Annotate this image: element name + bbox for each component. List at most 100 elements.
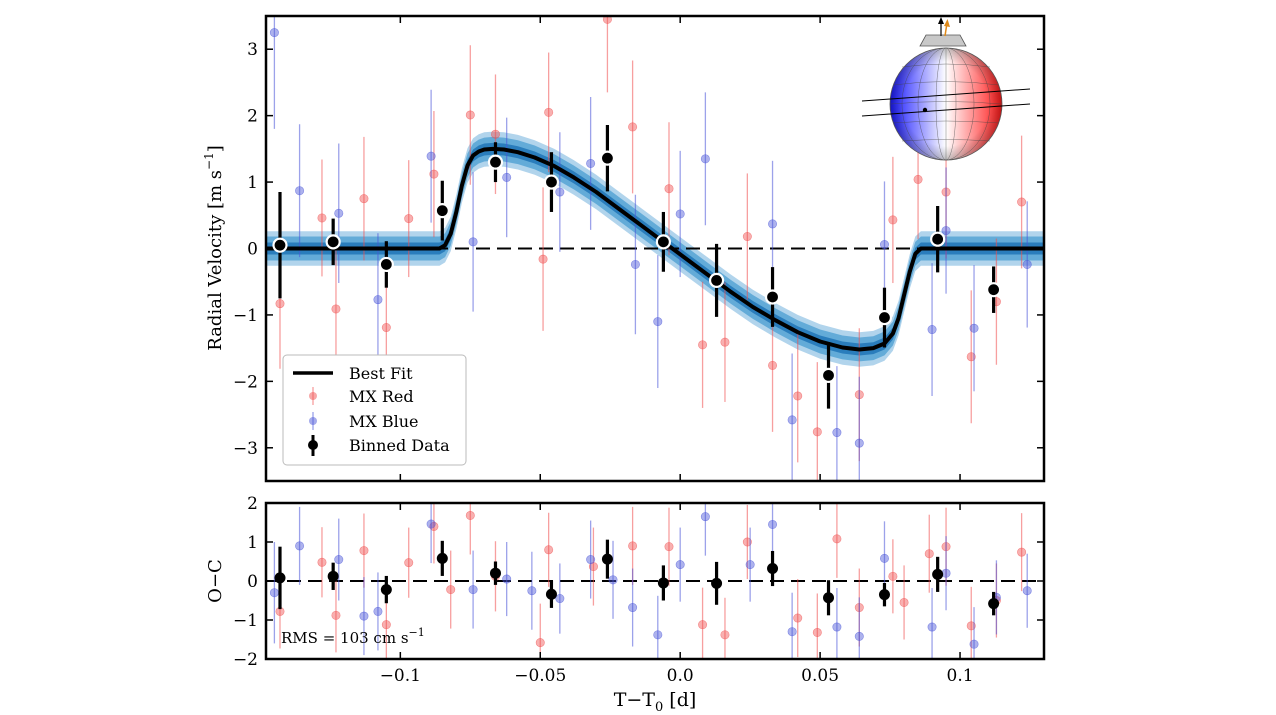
binned-point [876,287,893,348]
mx-red-point-marker [404,214,414,224]
stellar-rotation-sphere-icon [861,17,1031,161]
mx-blue-point [700,92,710,226]
mx-red-point [538,187,548,331]
mx-blue-point [555,563,565,634]
mx-blue-point-marker [269,588,279,598]
binned-marker [272,237,288,253]
binned-point [986,266,1002,313]
binned-marker [601,553,613,565]
mx-red-point [812,362,822,481]
mx-red-point-marker [768,360,778,370]
spin-axis-arrowhead [938,17,944,24]
mx-red-point [888,539,898,614]
x-tick-label: 0.0 [667,666,694,686]
mx-blue-point [295,124,305,258]
mx-blue-point-marker [768,219,778,229]
binned-point [545,580,557,608]
mx-red-point-marker [720,337,730,347]
mx-red-point [720,597,730,659]
legend-label-mx-red: MX Red [349,387,414,406]
legend-binned-marker [308,440,318,450]
rms-annotation: RMS = 103 cm s−1 [281,626,425,647]
legend-box [282,354,467,466]
mx-blue-point [334,518,344,601]
mx-blue-point-marker [653,317,663,327]
mx-blue-point [502,542,512,617]
binned-point [327,562,339,590]
mx-blue-point-marker [426,151,436,161]
mx-blue-point [586,520,596,599]
mx-red-point [331,578,341,653]
mx-blue-point [555,132,565,252]
binned-point [820,342,837,409]
mx-blue-point-marker [700,154,710,164]
mx-blue-point [653,255,663,388]
mx-red-point-marker [664,542,674,552]
mx-red-point [924,514,934,593]
y-tick-label: −1 [233,611,258,631]
x-axis-label: T−T0 [d] [614,689,697,715]
binned-point [274,546,286,610]
binned-point [272,192,288,299]
y-tick-label: 2 [247,494,258,514]
mx-blue-point-marker [295,541,305,551]
mx-blue-point-marker [295,186,305,196]
mx-blue-point-marker [832,428,842,438]
binned-marker [599,150,616,166]
legend-entry-mx-red: MX Red [309,387,414,406]
legend-label-binned-data: Binned Data [349,436,450,455]
mx-red-point [698,281,708,408]
sphere-top-cap [919,34,967,47]
mx-red-point [465,503,475,555]
mx-red-point [404,527,414,598]
mx-red-point [888,156,898,284]
mx-red-point-marker [535,638,545,648]
mx-blue-point-marker [502,172,512,182]
mx-blue-point [969,607,979,659]
mx-red-point [317,527,327,598]
mx-blue-point [941,536,951,611]
binned-point [932,556,944,592]
binned-point [601,539,613,579]
mx-blue-point [1022,201,1032,328]
mx-blue-point [502,117,512,238]
mx-blue-point-marker [927,622,937,632]
binned-marker [820,367,837,383]
mx-red-point-marker [404,558,414,568]
binned-marker [274,572,286,584]
residual-y-axis-ticks: −2 −1 0 1 2 [233,494,1044,670]
transit-chord-upper [861,88,1031,102]
binned-marker [708,272,725,288]
mx-blue-point-marker [768,519,778,529]
mx-blue-point-marker [269,28,279,38]
mx-red-point-marker [359,194,369,204]
mx-blue-point-marker [941,226,951,236]
mx-red-point [966,586,976,659]
mx-blue-point-marker [334,555,344,565]
binned-marker [380,584,392,596]
planet-marker [922,107,928,113]
mx-blue-point [832,366,842,481]
binned-point [708,243,725,317]
orbit-normal-arrowhead [944,19,950,27]
mx-red-point [404,160,414,278]
main-y-axis-label: Radial Velocity [m s−1] [202,145,226,351]
mx-blue-point [768,160,778,288]
binned-point [325,218,341,266]
binned-point [434,180,450,241]
mx-blue-point-marker [468,585,478,595]
mx-red-point-marker [698,340,708,350]
mx-red-point-marker [1017,547,1027,557]
binned-point [767,550,779,587]
binned-point [380,575,392,604]
mx-red-point-marker [812,627,822,637]
binned-point [489,561,501,585]
mx-red-point [664,122,674,256]
mx-blue-point [426,503,436,564]
mx-blue-point-marker [787,627,797,637]
mx-blue-point [854,597,864,659]
main-y-axis-ticks: −3 −2 −1 0 1 2 3 [233,40,1044,459]
mx-red-point-marker [1017,197,1027,207]
legend-entry-binned-data: Binned Data [308,435,450,456]
